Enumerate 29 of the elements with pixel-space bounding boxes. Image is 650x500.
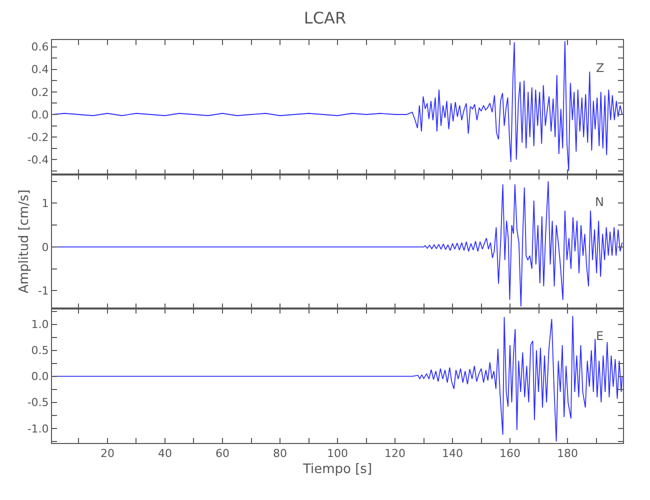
y-tick-label: 0 — [42, 240, 49, 254]
y-tick-label: 1 — [42, 197, 49, 210]
annotation: E — [596, 329, 604, 343]
chart-title: LCAR — [304, 8, 346, 28]
x-tick-label: 120 — [384, 447, 406, 460]
y-tick-label: 0.6 — [31, 40, 49, 54]
y-tick-label: -0.5 — [27, 396, 49, 410]
y-axis-title: Amplitud [cm/s] — [16, 190, 32, 294]
y-tick-label: 0.4 — [31, 63, 49, 76]
x-tick-label: 60 — [215, 447, 230, 460]
y-tick-label: 0.5 — [31, 344, 49, 358]
x-tick-label: 180 — [557, 447, 578, 460]
y-tick-label: 0.2 — [31, 86, 49, 99]
x-tick-label: 20 — [100, 447, 114, 460]
x-axis-title: Tiempo [s] — [302, 462, 372, 477]
y-tick-label: 0.0 — [31, 370, 49, 384]
y-tick-label: 1.0 — [31, 318, 49, 332]
y-tick-label: -1.0 — [27, 422, 49, 436]
annotation: N — [595, 195, 604, 209]
y-tick-label: -0.2 — [27, 130, 49, 144]
x-tick-label: 80 — [273, 447, 287, 460]
x-tick-label: 40 — [158, 447, 172, 460]
annotation: Z — [596, 61, 604, 75]
y-tick-label: -1 — [38, 284, 49, 298]
x-tick-label: 140 — [442, 447, 464, 460]
y-tick-label: -0.4 — [27, 154, 49, 167]
x-tick-label: 160 — [500, 447, 521, 460]
y-tick-label: 0.0 — [31, 108, 49, 122]
x-tick-label: 100 — [327, 447, 348, 460]
